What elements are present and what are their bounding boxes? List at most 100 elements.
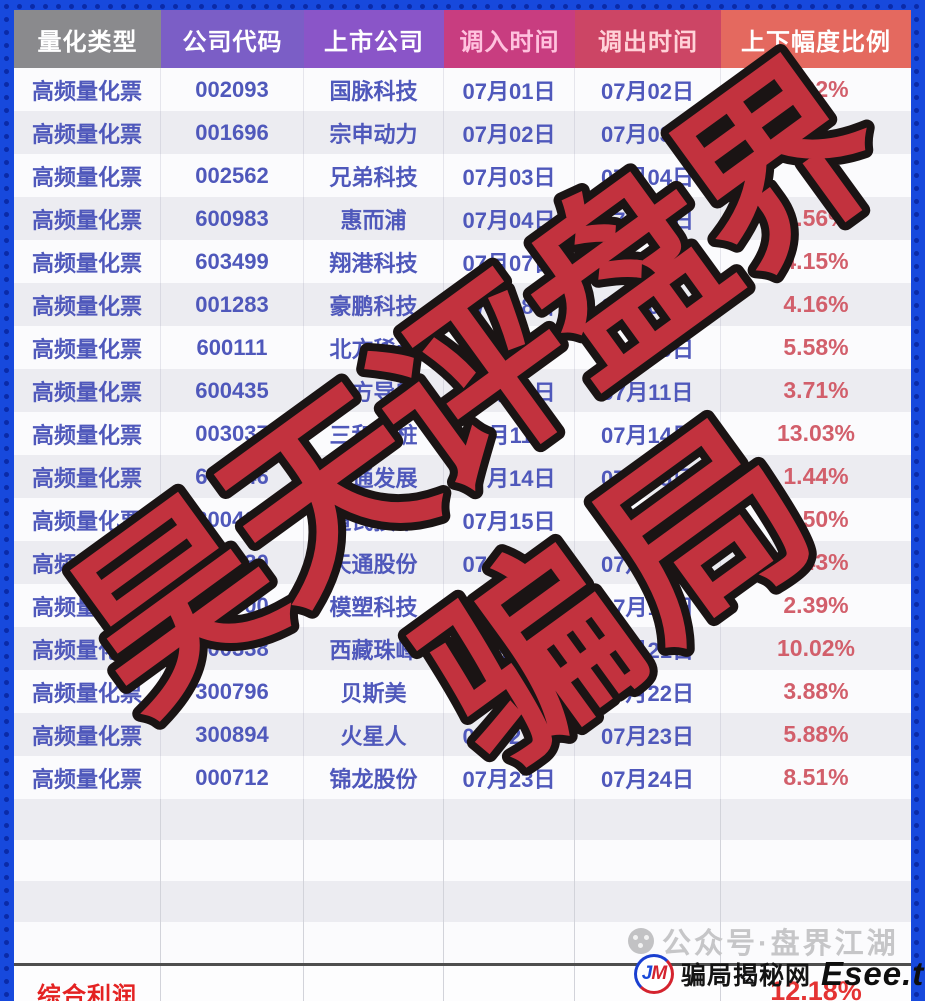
table-row: 高频量化票 002093 国脉科技 07月01日 07月02日 5.02% bbox=[14, 68, 911, 111]
jm-logo-icon: J M bbox=[634, 954, 674, 994]
cell-company-code: 300796 bbox=[161, 670, 304, 713]
cell-company-name: 豪鹏科技 bbox=[304, 283, 444, 326]
cell-date-out: 07月08日 bbox=[575, 240, 721, 283]
cell-company-code: 000712 bbox=[161, 756, 304, 799]
cell-quant-type: 高频量化票 bbox=[14, 197, 161, 240]
site-watermark-domain: Esee.top bbox=[821, 955, 925, 992]
table-row: 高频量化票 600435 北方导航 07月10日 07月11日 3.71% bbox=[14, 369, 911, 412]
cell-company-name: 道氏技术 bbox=[304, 498, 444, 541]
table-row: 高频量化票 000712 锦龙股份 07月23日 07月24日 8.51% bbox=[14, 756, 911, 799]
cell-date-out: 07月15日 bbox=[575, 455, 721, 498]
empty-table-row bbox=[14, 922, 911, 963]
cell-company-code: 600246 bbox=[161, 455, 304, 498]
cell-range-ratio: 2.50% bbox=[783, 506, 849, 532]
table-row: 高频量化票 000700 模塑科技 07月17日 07月18日 2.39% bbox=[14, 584, 911, 627]
cell-range-ratio: 10.02% bbox=[776, 635, 855, 661]
cell-date-out: 07月23日 bbox=[575, 713, 721, 756]
cell-range-ratio: 4.15% bbox=[783, 248, 849, 274]
empty-table-row bbox=[14, 881, 911, 922]
column-header-date-in: 调入时间 bbox=[444, 10, 575, 68]
cell-date-out: 07月14日 bbox=[575, 412, 721, 455]
cell-quant-type: 高频量化票 bbox=[14, 627, 161, 670]
empty-cell bbox=[444, 799, 575, 840]
cell-range-ratio: 3.88% bbox=[783, 678, 849, 704]
cell-company-name: 兄弟科技 bbox=[304, 154, 444, 197]
footer-total-profit-label: 综合利润 bbox=[14, 966, 161, 1001]
cell-range-ratio: 5.88% bbox=[783, 721, 849, 747]
column-header-company-name: 上市公司 bbox=[304, 10, 444, 68]
cell-date-out: 07月16日 bbox=[575, 498, 721, 541]
empty-cell bbox=[304, 840, 444, 881]
cell-range-ratio: 2.39% bbox=[783, 592, 849, 618]
cell-quant-type: 高频量化票 bbox=[14, 283, 161, 326]
table-row: 高频量化票 001283 豪鹏科技 07月08日 07月09日 4.16% bbox=[14, 283, 911, 326]
cell-company-code: 000700 bbox=[161, 584, 304, 627]
cell-date-in: 07月11日 bbox=[444, 412, 575, 455]
cell-quant-type: 高频量化票 bbox=[14, 111, 161, 154]
cell-range-ratio: 3.71% bbox=[783, 377, 849, 403]
cell-date-out: 07月21日 bbox=[575, 627, 721, 670]
cell-date-in: 07月07日 bbox=[444, 240, 575, 283]
empty-cell bbox=[14, 799, 161, 840]
cell-range-ratio bbox=[721, 154, 911, 197]
cell-company-code: 600330 bbox=[161, 541, 304, 584]
channel-watermark: 公众号·盘界江湖 bbox=[628, 920, 899, 962]
cell-company-name: 翔港科技 bbox=[304, 240, 444, 283]
empty-cell bbox=[575, 840, 721, 881]
channel-watermark-text: 公众号·盘界江湖 bbox=[662, 928, 899, 960]
cell-quant-type: 高频量化票 bbox=[14, 154, 161, 197]
cell-company-name: 惠而浦 bbox=[304, 197, 444, 240]
site-watermark-name: 骗局揭秘网 bbox=[681, 962, 812, 990]
empty-cell bbox=[14, 881, 161, 922]
empty-cell bbox=[161, 881, 304, 922]
cell-company-name: 贝斯美 bbox=[304, 670, 444, 713]
cell-date-in: 07月02日 bbox=[444, 111, 575, 154]
cell-date-in: 07月03日 bbox=[444, 154, 575, 197]
empty-cell bbox=[575, 881, 721, 922]
cell-quant-type: 高频量化票 bbox=[14, 412, 161, 455]
table-footer-row: 综合利润 12.18% bbox=[14, 966, 911, 1001]
empty-cell bbox=[721, 840, 911, 881]
cell-company-code: 001696 bbox=[161, 111, 304, 154]
cell-quant-type: 高频量化票 bbox=[14, 240, 161, 283]
cell-date-in: 07月16日 bbox=[444, 541, 575, 584]
cell-date-out: 07月24日 bbox=[575, 756, 721, 799]
cell-range-ratio bbox=[721, 111, 911, 154]
cell-range-ratio: 1.44% bbox=[783, 463, 849, 489]
cell-quant-type: 高频量化票 bbox=[14, 326, 161, 369]
cell-date-in: 07月15日 bbox=[444, 498, 575, 541]
empty-cell bbox=[444, 922, 575, 963]
table-body: 高频量化票 002093 国脉科技 07月01日 07月02日 5.02% 高频量化票 001… bbox=[14, 68, 911, 799]
jm-logo-letter-j: J bbox=[641, 963, 653, 984]
cell-company-name: 三和管桩 bbox=[304, 412, 444, 455]
cell-quant-type: 高频量化票 bbox=[14, 369, 161, 412]
empty-table-row bbox=[14, 799, 911, 840]
footer-empty-cell bbox=[575, 966, 721, 1001]
table-row: 高频量化票 600338 西藏珠峰 07月18日 07月21日 10.02% bbox=[14, 627, 911, 670]
cell-company-name: 锦龙股份 bbox=[304, 756, 444, 799]
table-row: 高频量化票 603499 翔港科技 07月07日 07月08日 4.15% bbox=[14, 240, 911, 283]
cell-company-code: 600983 bbox=[161, 197, 304, 240]
table-row: 高频量化票 003037 三和管桩 07月11日 07月14日 13.03% bbox=[14, 412, 911, 455]
cell-quant-type: 高频量化票 bbox=[14, 68, 161, 111]
cell-date-in: 07月21日 bbox=[444, 670, 575, 713]
cell-range-ratio: 13.03% bbox=[776, 420, 855, 446]
cell-company-name: 北方导航 bbox=[304, 369, 444, 412]
cell-company-code: 600111 bbox=[161, 326, 304, 369]
cell-range-ratio: 8.51% bbox=[783, 764, 849, 790]
cell-date-in: 07月04日 bbox=[444, 197, 575, 240]
cell-company-name: 国脉科技 bbox=[304, 68, 444, 111]
footer-empty-cell bbox=[304, 966, 444, 1001]
cell-date-out: 07月09日 bbox=[575, 283, 721, 326]
column-header-company-code: 公司代码 bbox=[161, 10, 304, 68]
cell-range-ratio: 5.02% bbox=[783, 76, 849, 102]
cell-date-in: 07月08日 bbox=[444, 283, 575, 326]
cell-quant-type: 高频量化票 bbox=[14, 541, 161, 584]
footer-empty-cell bbox=[161, 966, 304, 1001]
table-row: 高频量化票 300796 贝斯美 07月21日 07月22日 3.88% bbox=[14, 670, 911, 713]
cell-quant-type: 高频量化票 bbox=[14, 670, 161, 713]
empty-cell bbox=[575, 922, 721, 963]
cell-date-in: 07月23日 bbox=[444, 756, 575, 799]
footer-total-profit-value: 12.18% bbox=[770, 976, 862, 1001]
cell-quant-type: 高频量化票 bbox=[14, 756, 161, 799]
